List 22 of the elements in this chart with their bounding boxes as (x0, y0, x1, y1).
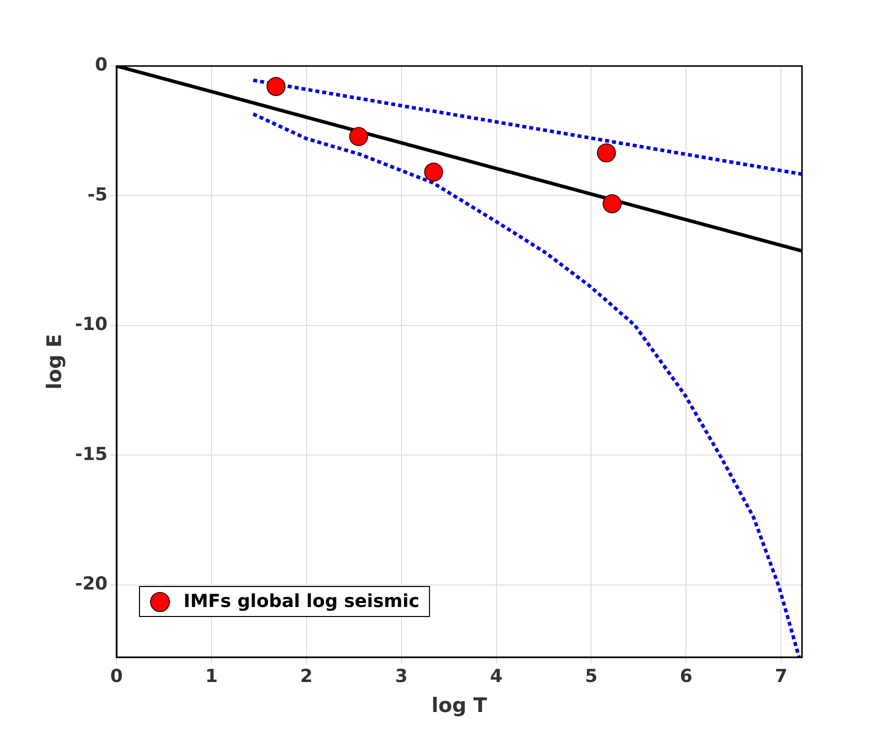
point (349, 127, 368, 146)
x-tick-label: 2 (300, 666, 313, 687)
point (266, 76, 286, 96)
x-tick-label: 5 (584, 666, 598, 687)
x-tick-label: 7 (774, 666, 788, 687)
x-tick-label: 1 (205, 666, 218, 687)
point (596, 143, 616, 162)
y-tick-label: -5 (88, 184, 108, 206)
y-tick-label: -15 (74, 444, 108, 465)
x-tick-label: 0 (110, 666, 123, 687)
line-series (251, 78, 802, 176)
x-tick-label: 3 (395, 666, 408, 687)
point (424, 162, 444, 182)
y-tick-label: -20 (74, 573, 108, 594)
legend-label: IMFs global log seismic (184, 591, 420, 612)
y-tick-label: 0 (94, 54, 108, 76)
point (602, 194, 622, 214)
x-tick-label: 6 (680, 666, 692, 687)
x-axis-title: log T (431, 693, 488, 718)
x-tick-label: 4 (490, 666, 503, 687)
y-axis-title: log E (42, 334, 66, 390)
y-tick-label: -10 (74, 314, 108, 336)
